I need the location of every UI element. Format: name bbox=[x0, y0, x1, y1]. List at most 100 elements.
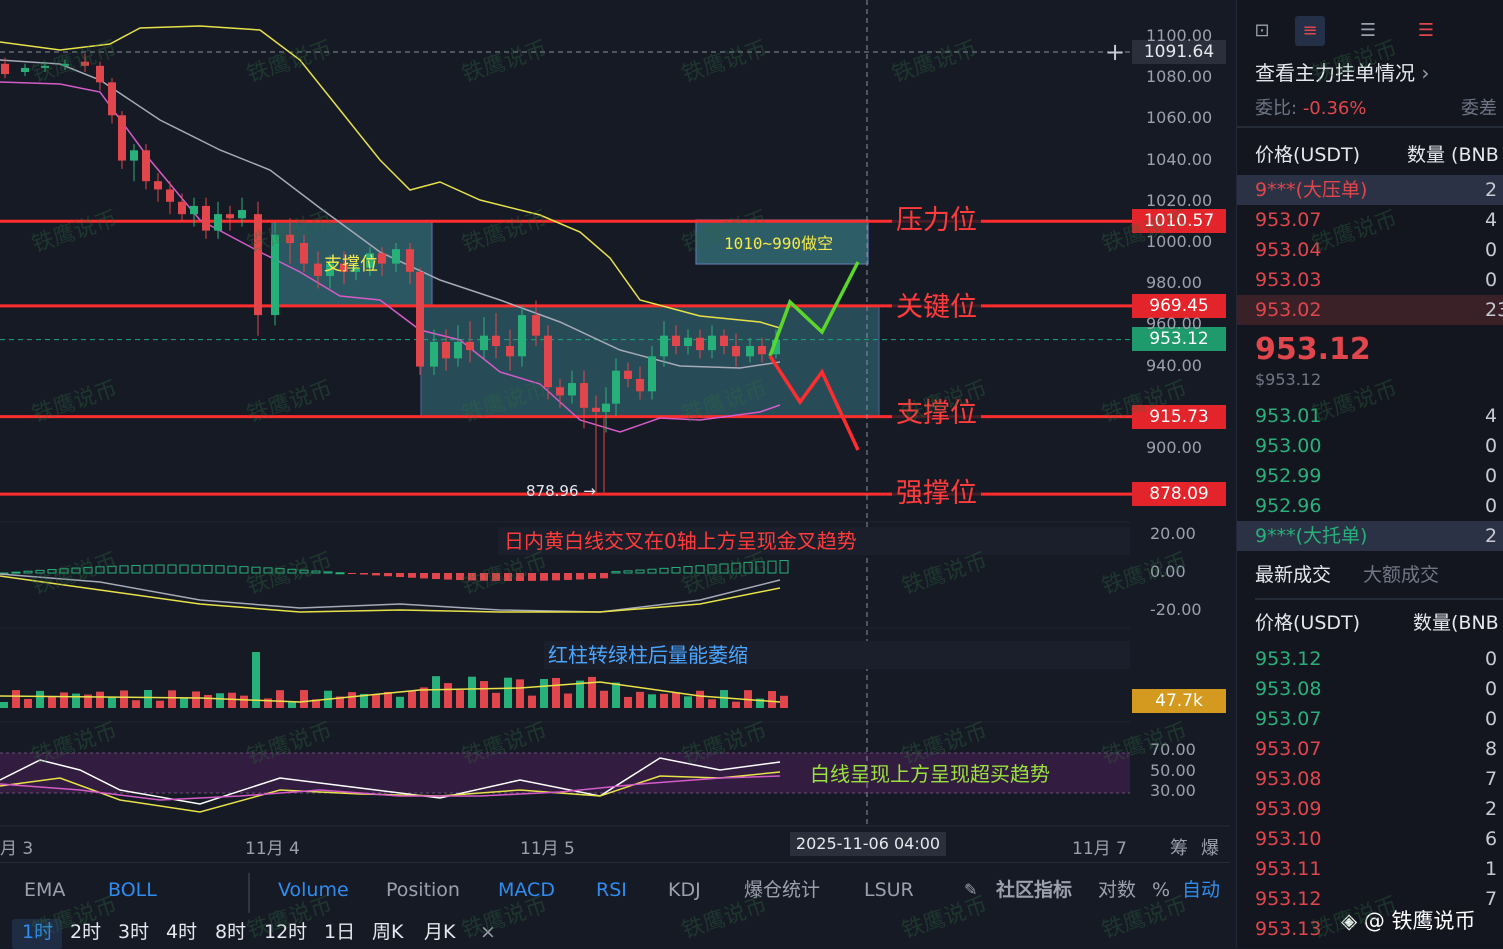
row-qty: 7 bbox=[1485, 888, 1498, 910]
ask-row[interactable]: 953.04 0 bbox=[1237, 235, 1503, 265]
price-chart-svg[interactable] bbox=[0, 0, 1230, 862]
trade-row[interactable]: 953.12 0 bbox=[1237, 644, 1503, 674]
timeframe-week[interactable]: 周K bbox=[372, 921, 404, 943]
macd-bar bbox=[528, 573, 536, 581]
close-timeframes-button[interactable]: × bbox=[480, 921, 496, 943]
layout-split-icon[interactable]: ≡ bbox=[1295, 16, 1325, 46]
percent-scale-toggle[interactable]: % bbox=[1152, 879, 1171, 901]
timeframe-2h[interactable]: 2时 bbox=[70, 921, 102, 943]
trade-row[interactable]: 953.07 8 bbox=[1237, 734, 1503, 764]
trade-row[interactable]: 953.07 0 bbox=[1237, 704, 1503, 734]
volume-bar bbox=[72, 693, 80, 708]
indicator-rsi[interactable]: RSI bbox=[596, 879, 627, 901]
volume-bar bbox=[300, 690, 308, 708]
candle-body bbox=[1, 63, 9, 75]
auto-scale-toggle[interactable]: 自动 bbox=[1182, 879, 1221, 901]
ratio-divider bbox=[1237, 126, 1503, 128]
volume-bar bbox=[348, 692, 356, 708]
volume-bar bbox=[648, 694, 656, 708]
community-indicator-button[interactable]: 社区指标 bbox=[996, 879, 1073, 901]
ratio-row: 委比: -0.36% 委差 bbox=[1255, 96, 1503, 122]
trade-row[interactable]: 953.09 2 bbox=[1237, 794, 1503, 824]
tab-large-trades[interactable]: 大额成交 bbox=[1363, 564, 1440, 586]
indicator-lsur[interactable]: LSUR bbox=[864, 879, 914, 901]
tab-latest-trades[interactable]: 最新成交 bbox=[1255, 564, 1332, 586]
bid-row[interactable]: 953.01 4 bbox=[1237, 401, 1503, 431]
macd-bar bbox=[671, 566, 681, 574]
macd-bar bbox=[516, 573, 524, 581]
layout-both-icon[interactable]: ⊡ bbox=[1254, 20, 1270, 41]
row-price: 952.96 bbox=[1255, 495, 1322, 517]
indicator-liquidation[interactable]: 爆仓统计 bbox=[744, 879, 821, 901]
trade-row[interactable]: 953.08 0 bbox=[1237, 674, 1503, 704]
candle-body bbox=[96, 65, 104, 83]
volume-bar bbox=[756, 698, 764, 708]
indicator-boll[interactable]: BOLL bbox=[108, 879, 157, 901]
row-price: 9***(大托单) bbox=[1255, 525, 1368, 547]
bid-row[interactable]: 953.00 0 bbox=[1237, 431, 1503, 461]
bid-row-large[interactable]: 9***(大托单) 2 bbox=[1237, 521, 1503, 551]
bid-row[interactable]: 952.96 0 bbox=[1237, 491, 1503, 521]
indicator-kdj[interactable]: KDJ bbox=[668, 879, 701, 901]
indicator-ema[interactable]: EMA bbox=[24, 879, 66, 901]
layout-asks-icon[interactable]: ☰ bbox=[1417, 20, 1435, 41]
liquidation-icon[interactable]: 爆 bbox=[1201, 838, 1219, 859]
macd-bar bbox=[203, 564, 213, 574]
candle-body bbox=[142, 150, 150, 182]
macd-bar bbox=[167, 564, 177, 574]
candle-body bbox=[41, 65, 49, 68]
trade-row[interactable]: 953.13 bbox=[1237, 914, 1503, 944]
ask-row[interactable]: 953.03 0 bbox=[1237, 265, 1503, 295]
macd-bar bbox=[588, 573, 596, 579]
trade-row[interactable]: 953.12 7 bbox=[1237, 884, 1503, 914]
rsi-note: 白线呈现上方呈现超买趋势 bbox=[810, 762, 1050, 786]
layout-bids-icon[interactable]: ☰ bbox=[1359, 20, 1377, 41]
candle-body bbox=[340, 263, 348, 272]
indicator-macd[interactable]: MACD bbox=[498, 879, 555, 901]
view-main-orders-link[interactable]: 查看主力挂单情况 › bbox=[1255, 58, 1429, 88]
log-scale-toggle[interactable]: 对数 bbox=[1098, 879, 1137, 901]
volume-note: 红柱转绿柱后量能萎缩 bbox=[544, 641, 1130, 669]
volume-bar bbox=[216, 693, 224, 708]
indicator-divider bbox=[248, 873, 250, 913]
ask-row[interactable]: 953.07 4 bbox=[1237, 205, 1503, 235]
timeframe-12h[interactable]: 12时 bbox=[264, 921, 308, 943]
community-indicator-icon[interactable]: ✎ bbox=[964, 880, 978, 899]
volume-bar bbox=[660, 693, 668, 708]
indicator-position[interactable]: Position bbox=[386, 879, 460, 901]
ask-row-large[interactable]: 9***(大压单) 2 bbox=[1237, 175, 1503, 205]
ask-row[interactable]: 953.02 23 bbox=[1237, 295, 1503, 325]
support-level-label: 支撑位 bbox=[892, 397, 981, 431]
candle-body bbox=[314, 263, 322, 276]
trade-row[interactable]: 953.11 1 bbox=[1237, 854, 1503, 884]
timeframe-8h[interactable]: 8时 bbox=[215, 921, 247, 943]
candle-body bbox=[758, 346, 766, 355]
x-tick-1: 月 3 bbox=[0, 839, 34, 859]
current-price-tag: 953.12 bbox=[1132, 327, 1226, 351]
candle-body bbox=[732, 346, 740, 357]
last-price: 953.12 bbox=[1255, 332, 1371, 367]
macd-bar bbox=[456, 573, 464, 581]
chip-icon[interactable]: 筹 bbox=[1170, 838, 1188, 859]
trade-row[interactable]: 953.08 7 bbox=[1237, 764, 1503, 794]
key-level-tag: 969.45 bbox=[1132, 294, 1226, 318]
macd-bar bbox=[731, 562, 741, 574]
timeframe-4h[interactable]: 4时 bbox=[166, 921, 198, 943]
footer-brand: ◈ @ 铁鹰说币 bbox=[1341, 906, 1476, 936]
volume-bar bbox=[0, 702, 8, 708]
indicator-volume[interactable]: Volume bbox=[278, 879, 349, 901]
timeframe-month[interactable]: 月K bbox=[424, 921, 456, 943]
candle-body bbox=[21, 67, 29, 73]
volume-bar bbox=[468, 676, 476, 708]
timeframe-1d[interactable]: 1日 bbox=[324, 921, 356, 943]
bid-row[interactable]: 952.99 0 bbox=[1237, 461, 1503, 491]
macd-bar bbox=[468, 573, 476, 581]
chart-area[interactable]: 1091.64 1010.57 969.45 953.12 915.73 878… bbox=[0, 0, 1230, 862]
timeframe-1h[interactable]: 1时 bbox=[22, 921, 54, 943]
trade-row[interactable]: 953.10 6 bbox=[1237, 824, 1503, 854]
timeframe-3h[interactable]: 3时 bbox=[118, 921, 150, 943]
volume-bar bbox=[504, 677, 512, 708]
row-price: 953.12 bbox=[1255, 888, 1322, 910]
candle-body bbox=[636, 378, 644, 392]
crosshair-plus-icon[interactable]: + bbox=[1104, 38, 1126, 66]
